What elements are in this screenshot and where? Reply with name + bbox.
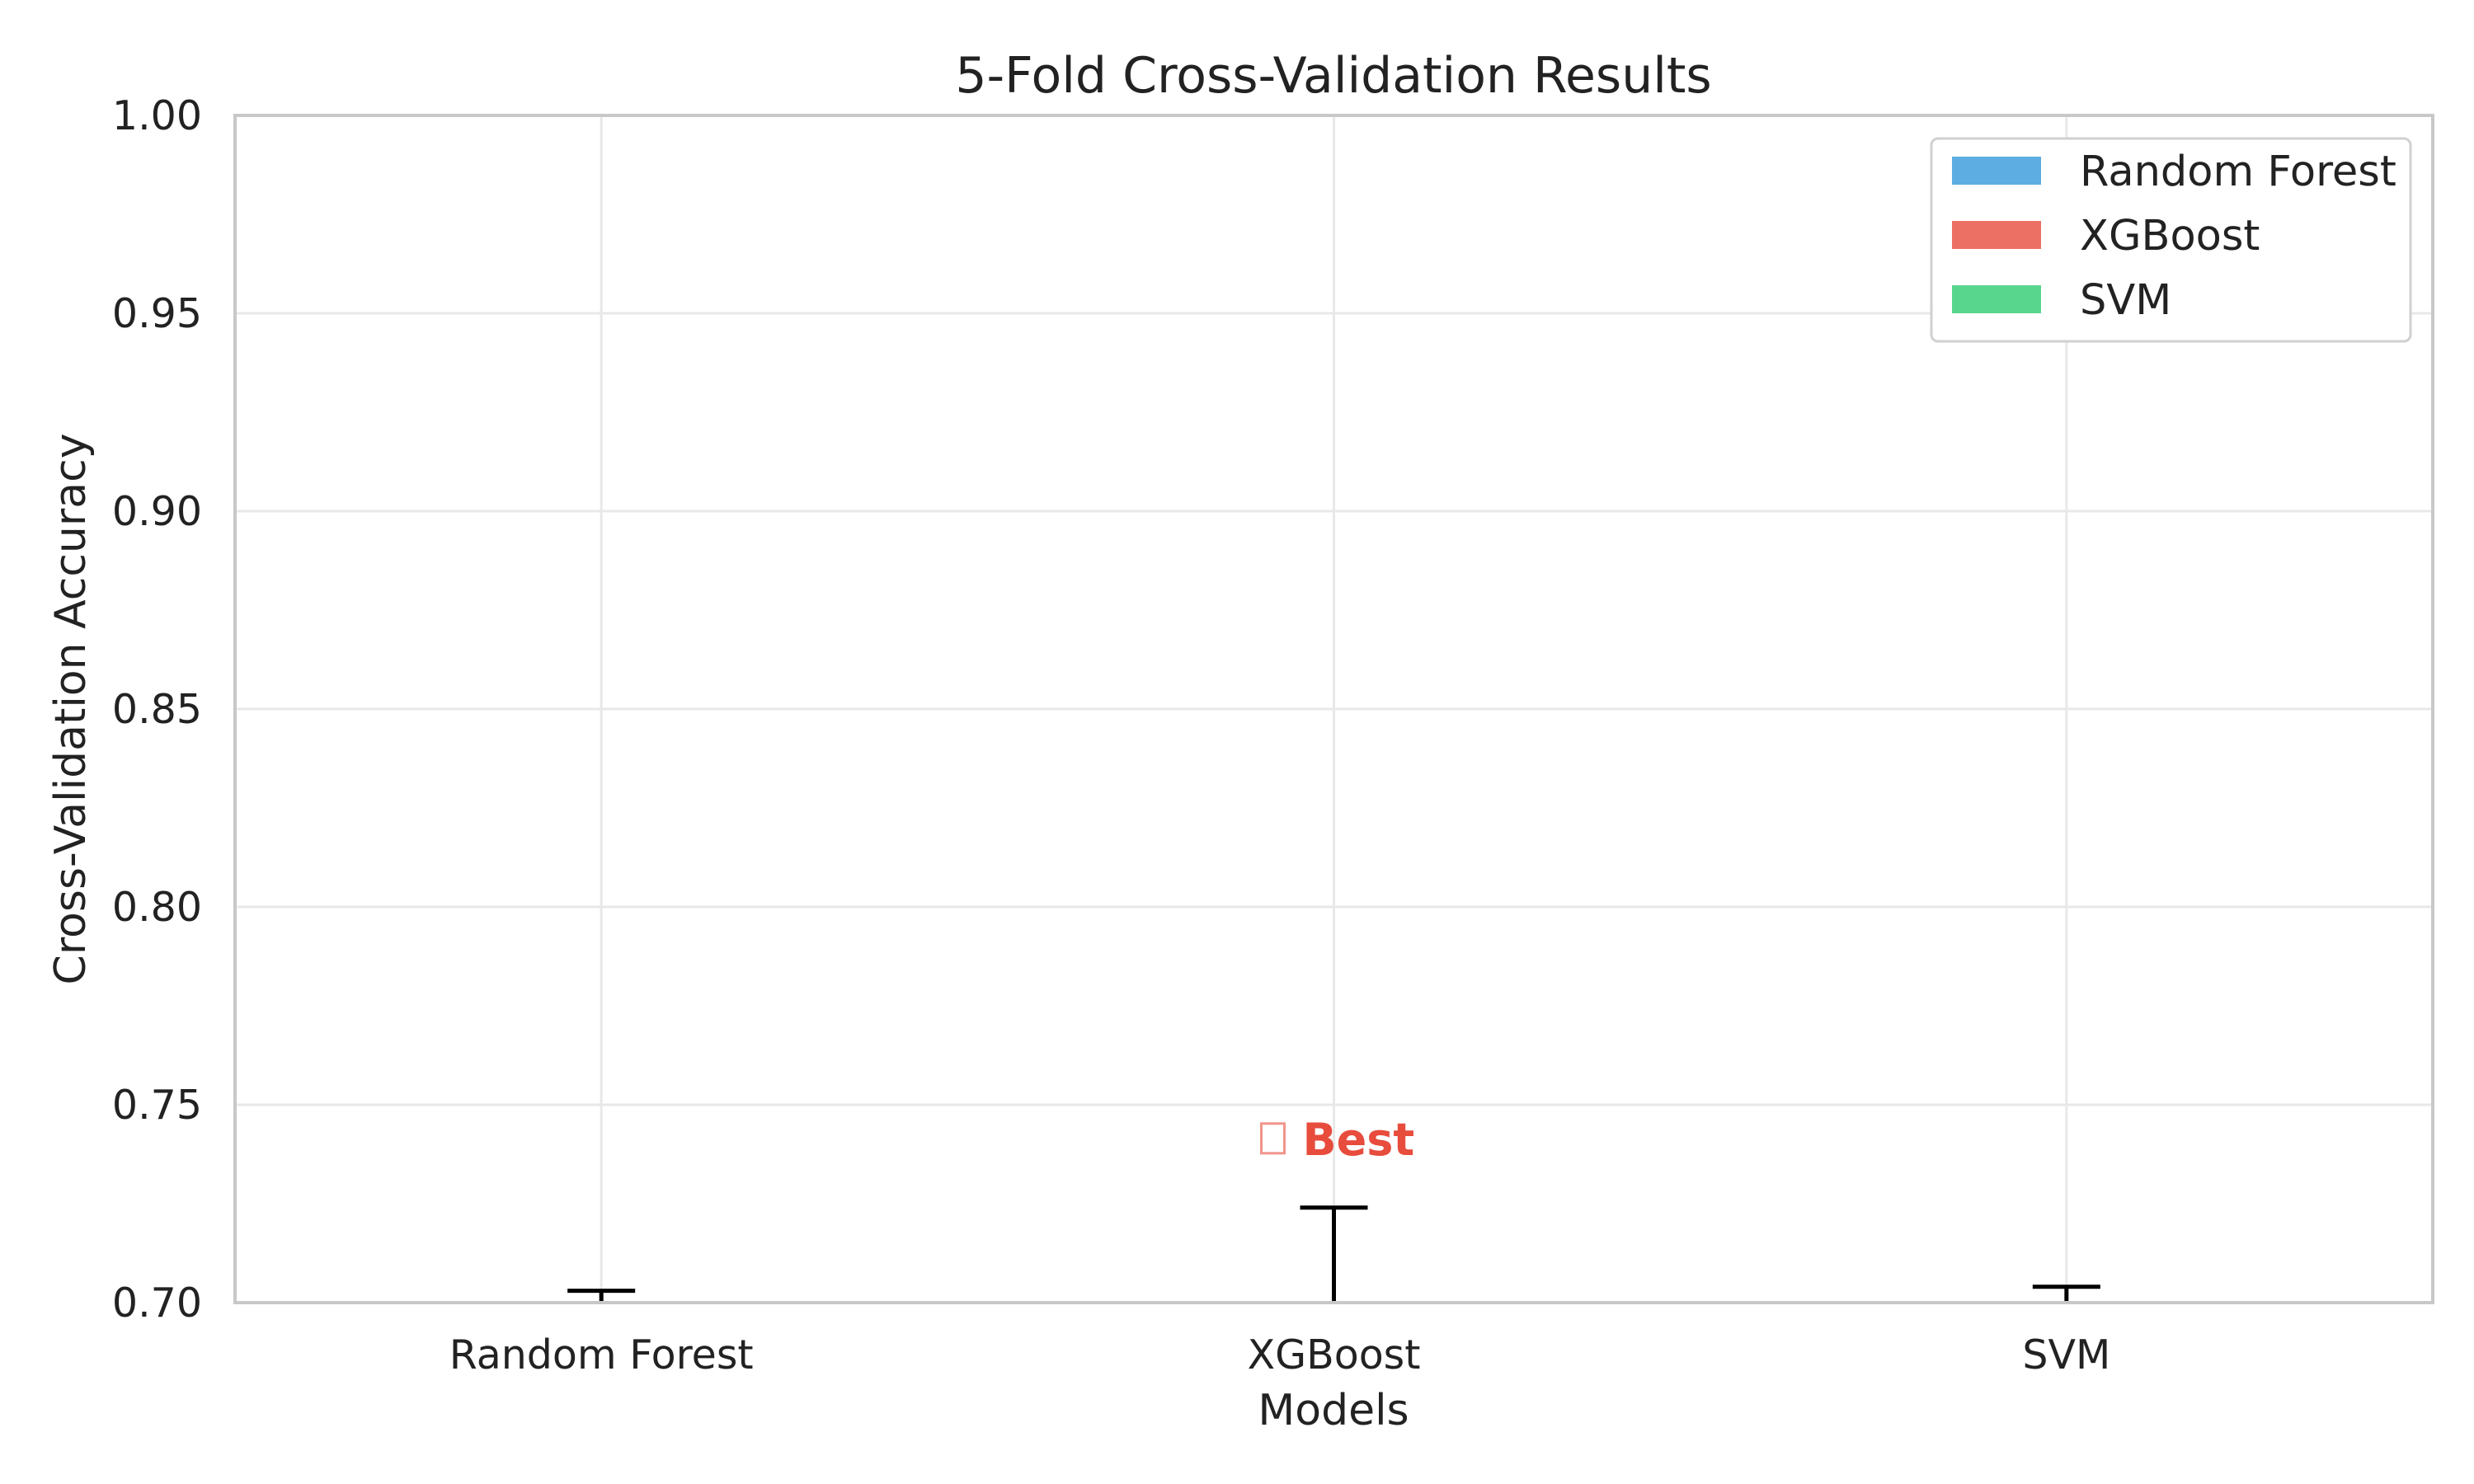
y-axis-label: Cross-Validation Accuracy — [46, 434, 96, 985]
best-label: Best — [1303, 1114, 1415, 1166]
x-ticks: Random Forest XGBoost SVM — [449, 1331, 2111, 1378]
y-tick-label: 0.90 — [112, 488, 202, 535]
y-tick-label: 0.85 — [112, 686, 202, 733]
y-tick-label: 1.00 — [112, 92, 202, 139]
x-axis-label: Models — [1258, 1386, 1409, 1435]
best-annotation: Best — [1260, 1114, 1415, 1166]
plot-frame — [233, 114, 2434, 1304]
y-tick-label: 0.95 — [112, 290, 202, 337]
legend-swatch-xgboost — [1952, 221, 2041, 249]
y-tick-label: 0.80 — [112, 884, 202, 931]
legend-swatch-svm — [1952, 285, 2041, 313]
y-ticks: 0.70 0.75 0.80 0.85 0.90 0.95 1.00 — [112, 92, 202, 1327]
trophy-icon — [1260, 1122, 1286, 1155]
legend: Random Forest XGBoost SVM — [1930, 137, 2412, 343]
legend-swatch-random-forest — [1952, 157, 2041, 185]
x-tick-label: SVM — [2022, 1331, 2110, 1378]
legend-label-svm: SVM — [2080, 276, 2171, 325]
x-tick-label: XGBoost — [1248, 1331, 1421, 1378]
chart-title: 5-Fold Cross-Validation Results — [955, 47, 1711, 105]
legend-label-xgboost: XGBoost — [2080, 212, 2260, 261]
x-tick-label: Random Forest — [449, 1331, 754, 1378]
legend-label-random-forest: Random Forest — [2080, 148, 2396, 196]
y-tick-label: 0.75 — [112, 1082, 202, 1129]
error-bars — [567, 1205, 2100, 1303]
legend-box — [1930, 137, 2412, 343]
y-tick-label: 0.70 — [112, 1280, 202, 1327]
